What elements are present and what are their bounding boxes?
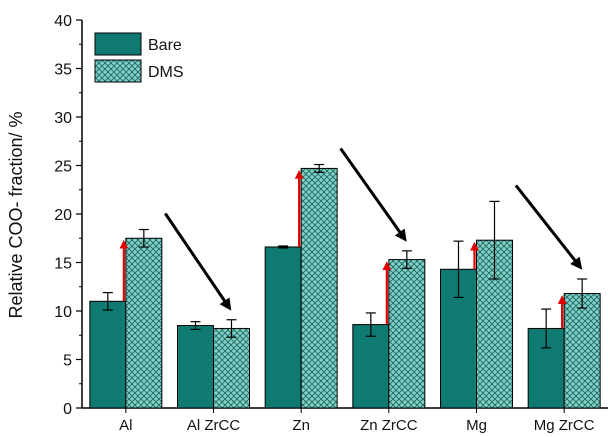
- y-tick-label: 20: [54, 207, 72, 224]
- x-tick-label: Mg ZrCC: [534, 417, 595, 434]
- bar-dms-zn-zrcc: [388, 259, 426, 409]
- bar-bare-zn: [264, 246, 302, 409]
- black-arrow: [164, 212, 232, 311]
- x-tick-label: Zn: [292, 417, 310, 434]
- y-tick-label: 35: [54, 62, 72, 79]
- y-tick-label: 25: [54, 159, 72, 176]
- bar-dms-al-zrcc: [213, 327, 250, 409]
- legend-label-dms: DMS: [148, 64, 184, 81]
- y-tick-label: 0: [63, 401, 72, 418]
- y-tick-label: 10: [54, 304, 72, 321]
- bar-bare-al-zrcc: [177, 325, 214, 409]
- legend-swatch-bare: [94, 32, 142, 56]
- x-tick-label: Mg: [466, 417, 487, 434]
- legend-swatch-dms: [94, 59, 142, 83]
- y-axis-title: Relative COO- fraction/ %: [6, 111, 26, 318]
- black-arrow: [339, 147, 407, 242]
- y-tick-label: 15: [54, 256, 72, 273]
- bar-bare-zn-zrcc: [352, 324, 390, 409]
- legend: Bare DMS: [94, 32, 184, 83]
- bar-bare-al: [89, 300, 127, 409]
- y-tick-label: 40: [54, 13, 72, 30]
- bar-dms-zn: [300, 167, 338, 409]
- black-arrow: [514, 184, 583, 270]
- plot-area: 0 5 10 15 20 25 30 35 40 Al Al ZrCC Zn Zn ZrCC Mg Mg Z…: [54, 13, 608, 434]
- y-tick-label: 30: [54, 110, 72, 127]
- x-tick-label: Zn ZrCC: [360, 417, 418, 434]
- x-tick-label: Al: [119, 417, 132, 434]
- legend-label-bare: Bare: [148, 37, 182, 54]
- y-tick-label: 5: [63, 353, 72, 370]
- bar-dms-mg-zrcc: [563, 293, 601, 409]
- x-tick-label: Al ZrCC: [187, 417, 240, 434]
- bar-dms-al: [125, 237, 163, 409]
